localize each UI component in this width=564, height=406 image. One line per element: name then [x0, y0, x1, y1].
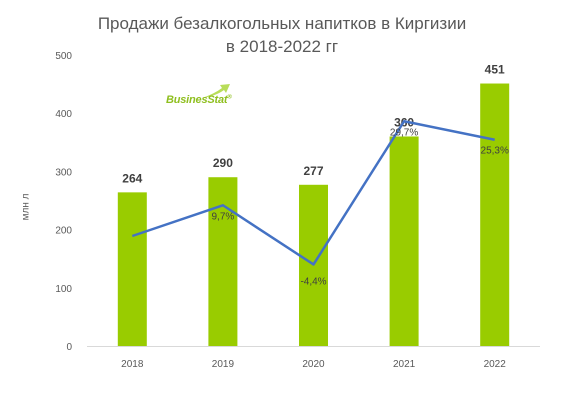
growth-data-label: -4,4% — [300, 276, 326, 287]
x-tick-label: 2019 — [212, 359, 235, 370]
logo: BusinesStat® — [166, 94, 232, 106]
y-tick-label: 0 — [66, 342, 72, 353]
bar-data-label: 290 — [213, 156, 233, 170]
bar-data-label: 277 — [303, 164, 323, 178]
y-tick-label: 100 — [55, 284, 72, 295]
logo-swoosh-icon — [202, 84, 230, 98]
x-tick-label: 2022 — [484, 359, 507, 370]
growth-data-label: 25,3% — [481, 146, 509, 157]
logo-text: BusinesStat — [166, 94, 228, 106]
x-tick-label: 2020 — [302, 359, 325, 370]
growth-data-label: 9,7% — [212, 211, 235, 222]
x-tick-label: 2021 — [393, 359, 416, 370]
growth-data-label: 29,7% — [390, 127, 418, 138]
chart-subtitle: в 2018-2022 гг — [225, 37, 339, 56]
bar — [117, 192, 147, 346]
y-tick-label: 300 — [55, 167, 72, 178]
bar — [480, 83, 510, 346]
x-tick-label: 2018 — [121, 359, 144, 370]
chart-title: Продажи безалкогольных напитков в Киргиз… — [97, 14, 467, 33]
y-tick-label: 500 — [55, 51, 72, 62]
bar-data-label: 264 — [122, 171, 142, 185]
bar-data-label: 451 — [485, 63, 505, 77]
bar — [208, 177, 238, 346]
growth-line — [131, 120, 495, 266]
y-tick-label: 200 — [55, 226, 72, 237]
y-tick-label: 400 — [55, 109, 72, 120]
logo-mark: ® — [227, 94, 232, 101]
bar — [389, 136, 419, 346]
